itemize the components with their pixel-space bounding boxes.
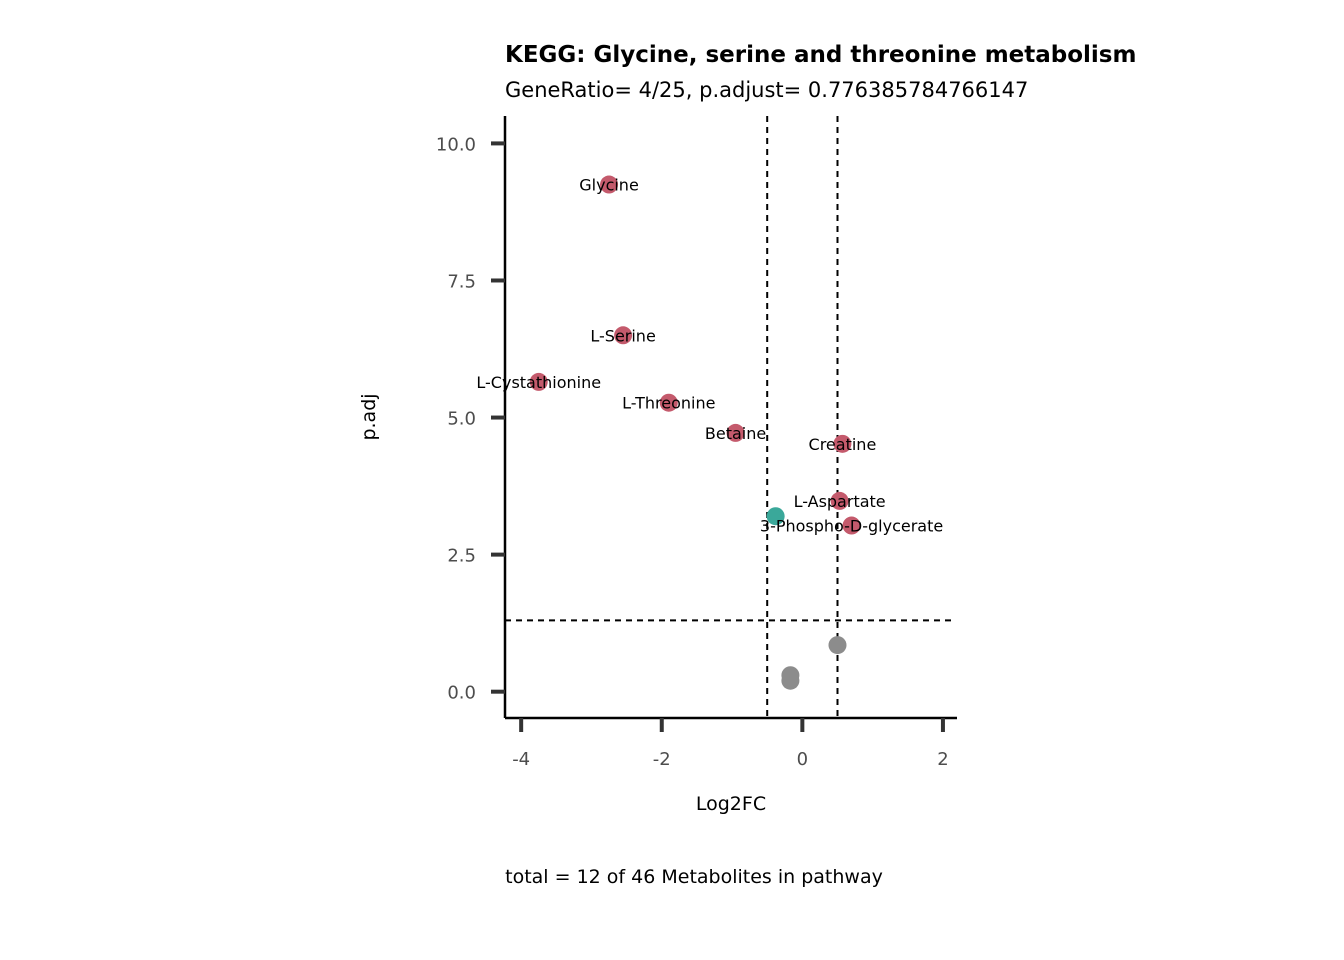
point-label: L-Threonine [622,394,715,413]
point-label: L-Serine [590,326,655,345]
data-point-up [659,393,678,412]
point-label: Betaine [705,424,766,443]
chart-subtitle: GeneRatio= 4/25, p.adjust= 0.77638578476… [505,78,1028,102]
data-point-down [766,507,785,526]
y-tick-label: 7.5 [447,271,476,292]
data-point-up [726,423,745,442]
y-tick-label: 10.0 [436,134,476,155]
data-point-up [529,372,548,391]
chart-caption: total = 12 of 46 Metabolites in pathway [505,866,883,888]
data-point-ns [781,671,800,690]
x-tick-label: -2 [653,749,671,770]
x-tick-label: 0 [797,749,808,770]
y-axis-title: p.adj [358,393,380,440]
point-label: L-Aspartate [794,492,886,511]
y-tick-label: 2.5 [447,546,476,567]
data-point-up [600,175,619,194]
point-label: Creatine [809,435,877,454]
point-label: Glycine [579,176,639,195]
data-point-up [833,434,852,453]
data-point-up [842,516,861,535]
point-label: 3-Phospho-D-glycerate [760,517,943,536]
x-axis-title: Log2FC [696,793,766,815]
plot-area: 0.0 2.5 5.0 7.5 10.0 -4 -2 0 2 Glycine L-Serine L-C… [436,116,957,770]
data-point-ns [828,636,847,655]
y-tick-label: 5.0 [447,409,476,430]
y-tick-label: 0.0 [447,683,476,704]
chart-title: KEGG: Glycine, serine and threonine meta… [505,42,1136,68]
data-point-up [830,491,849,510]
point-label: L-Cystathionine [476,373,601,392]
x-tick-label: 2 [937,749,948,770]
data-point-up [614,326,633,345]
x-tick-label: -4 [512,749,530,770]
